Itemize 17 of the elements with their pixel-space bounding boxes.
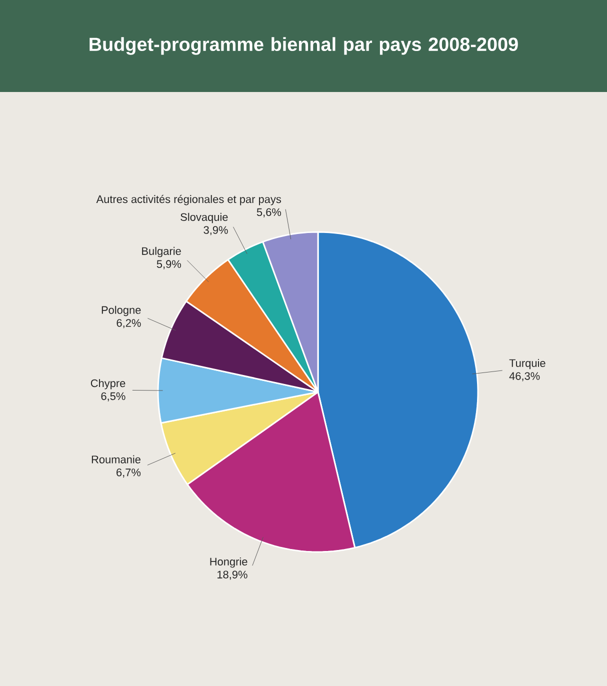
- data-label: 6,2%: [116, 319, 141, 328]
- slice-label: Autres activités régionales et par pays: [96, 194, 282, 206]
- data-label: 6,7%: [116, 468, 141, 478]
- slice-label: Chypre: [90, 379, 126, 390]
- slice-label: Turquie: [509, 358, 546, 370]
- data-label: 6,5%: [101, 392, 126, 402]
- chart-title: Budget-programme biennal par pays 2008-2009: [90, 37, 518, 55]
- slice-label: Slovaquie: [180, 212, 228, 224]
- data-label: 5,6%: [256, 208, 282, 218]
- slice-label: Roumanie: [92, 455, 140, 464]
- slice-label: Hongrie: [210, 557, 248, 568]
- slice-label: Bulgarie: [142, 246, 181, 258]
- data-label: 5,9%: [156, 260, 181, 270]
- slice-label: Pologne: [102, 306, 141, 316]
- data-label: 18,9%: [218, 570, 248, 580]
- data-label: 46,3%: [509, 372, 540, 382]
- data-label: 3,9%: [204, 226, 228, 236]
